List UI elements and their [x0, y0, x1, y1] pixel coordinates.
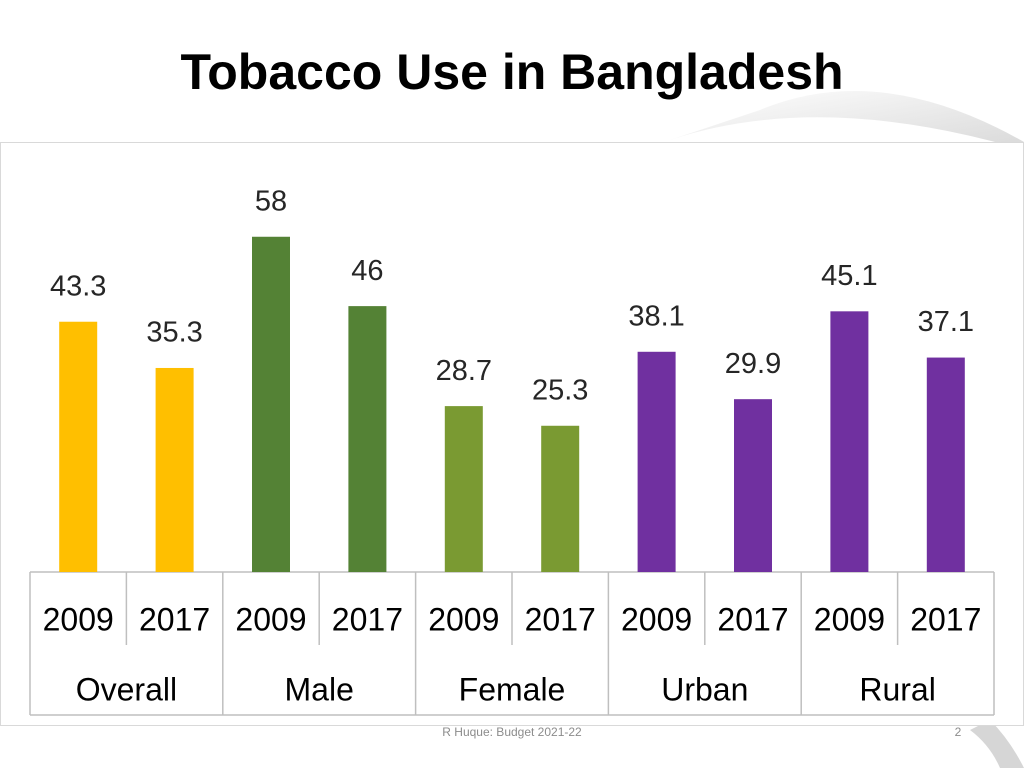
data-label: 37.1: [918, 306, 974, 338]
x-tick-label: 2009: [43, 601, 114, 637]
bar: [59, 321, 98, 572]
bar: [252, 236, 290, 572]
bar: [444, 406, 483, 572]
data-label: 58: [255, 185, 287, 217]
bar: [348, 306, 387, 572]
bar: [830, 311, 869, 572]
data-label: 35.3: [146, 317, 202, 349]
data-label: 43.3: [50, 270, 106, 302]
bar: [926, 357, 965, 572]
x-tick-label: 2017: [139, 601, 210, 637]
decoration: [970, 720, 1024, 768]
group-label: Urban: [661, 671, 748, 707]
x-tick-label: 2017: [910, 601, 981, 637]
x-tick-label: 2017: [332, 601, 403, 637]
data-label: 25.3: [532, 374, 588, 406]
page-number: 2: [955, 725, 962, 739]
chart-title: Tobacco Use in Bangladesh: [180, 44, 843, 100]
decoration: [670, 91, 1024, 150]
bar: [637, 351, 676, 572]
group-label: Overall: [76, 671, 177, 707]
data-label: 38.1: [628, 300, 684, 332]
x-tick-label: 2009: [814, 601, 885, 637]
x-tick-label: 2017: [717, 601, 788, 637]
group-label: Female: [459, 671, 566, 707]
x-tick-label: 2009: [621, 601, 692, 637]
data-label: 45.1: [821, 260, 877, 292]
bar: [155, 367, 194, 572]
group-label: Male: [285, 671, 354, 707]
bar: [541, 425, 580, 572]
data-label: 46: [351, 255, 383, 287]
x-tick-label: 2017: [525, 601, 596, 637]
data-label: 28.7: [436, 355, 492, 387]
footer-text: R Huque: Budget 2021-22: [442, 725, 582, 739]
x-tick-label: 2009: [235, 601, 306, 637]
bar: [734, 399, 772, 572]
group-label: Rural: [859, 671, 935, 707]
data-label: 29.9: [725, 348, 781, 380]
x-tick-label: 2009: [428, 601, 499, 637]
